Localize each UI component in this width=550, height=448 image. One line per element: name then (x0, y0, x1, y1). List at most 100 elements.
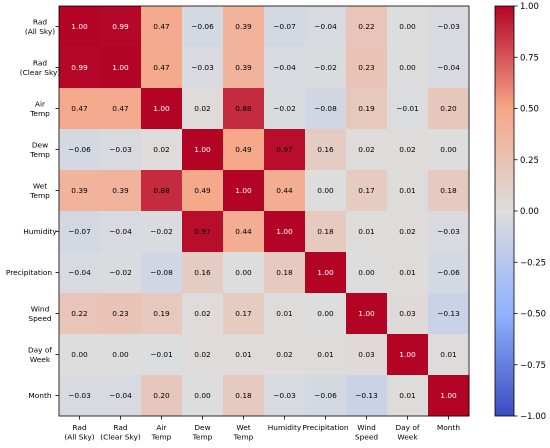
cell-value-label: −0.03 (109, 145, 132, 154)
cell-value-label: −0.01 (150, 350, 173, 359)
cell-value-label: −0.03 (68, 391, 91, 400)
heatmap-cell-day-of-week-vs-air-temp (141, 334, 183, 376)
x-tick-label-precipitation: Precipitation (302, 423, 349, 432)
heatmap-cell-wind-speed-vs-air-temp (141, 293, 183, 335)
colorbar-tick-label: 0.50 (520, 105, 539, 115)
cell-value-label: −0.03 (437, 22, 460, 31)
cell-value-label: 0.02 (194, 350, 210, 359)
cell-value-label: 0.03 (358, 350, 375, 359)
x-tick-label-dew-temp: Dew Temp (192, 423, 213, 442)
heatmap-cell-air-temp-vs-humidity (264, 88, 306, 130)
cell-value-label: 0.00 (112, 350, 129, 359)
heatmap-cell-air-temp-vs-precipitation (305, 88, 347, 130)
heatmap-cell-day-of-week-vs-dew-temp (182, 334, 224, 376)
heatmap-cell-rad-clear-sky-vs-air-temp (141, 47, 183, 89)
cell-value-label: 1.00 (153, 104, 170, 113)
cell-value-label: −0.08 (314, 104, 337, 113)
heatmap-cell-month-vs-rad-clear-sky (100, 375, 142, 417)
colorbar: 1.00 0.75 0.50 0.25 0.00 −0.25 −0.50 −0.75 −1.00 (494, 2, 546, 422)
plot-frame (58, 5, 470, 417)
cell-value-label: −0.03 (273, 391, 296, 400)
heatmap-cell-humidity-vs-wind-speed (346, 211, 388, 253)
cell-value-label: 0.00 (399, 22, 416, 31)
cell-value-label: 0.02 (358, 145, 374, 154)
cell-value-label: −0.06 (314, 391, 337, 400)
cell-value-label: 0.23 (358, 63, 375, 72)
heatmap-cell-wind-speed-vs-dew-temp (182, 293, 224, 335)
heatmap-cell-rad-clear-sky-vs-rad-all-sky (59, 47, 101, 89)
cell-value-label: 0.01 (358, 227, 375, 236)
cell-value-label: 0.02 (399, 145, 415, 154)
cell-value-label: 0.49 (194, 186, 211, 195)
cell-value-label: −0.01 (396, 104, 419, 113)
cell-value-label: 1.00 (399, 350, 416, 359)
heatmap-cell-dew-temp-vs-rad-all-sky (59, 129, 101, 171)
cell-value-label: 0.47 (71, 104, 88, 113)
cell-value-label: 0.22 (71, 309, 87, 318)
heatmap-cell-rad-all-sky-vs-month (428, 6, 470, 48)
colorbar-ticks: 1.00 0.75 0.50 0.25 0.00 −0.25 −0.50 −0.75 −1.00 (514, 2, 546, 422)
cell-value-label: 0.02 (194, 104, 210, 113)
cell-value-label: 0.47 (153, 63, 170, 72)
cell-value-label: 0.01 (440, 350, 457, 359)
heatmap-cell-month-vs-air-temp (141, 375, 183, 417)
heatmap-cell-air-temp-vs-dew-temp (182, 88, 224, 130)
x-tick-label-rad-all-sky: Rad (All Sky) (64, 423, 94, 442)
heatmap-cell-dew-temp-vs-dew-temp (182, 129, 224, 171)
heatmap-cell-rad-clear-sky-vs-rad-clear-sky (100, 47, 142, 89)
cell-value-label: 0.18 (235, 391, 252, 400)
heatmap-cell-day-of-week-vs-rad-clear-sky (100, 334, 142, 376)
heatmap-cell-dew-temp-vs-wind-speed (346, 129, 388, 171)
cell-value-label: 0.44 (235, 227, 252, 236)
heatmap-cells (59, 6, 470, 417)
cell-value-label: 0.39 (71, 186, 88, 195)
cell-value-labels: 1.00 0.99 0.47 −0.06 0.39 −0.07 −0.04 0.22 0.00 −… (68, 22, 460, 400)
heatmap-cell-rad-all-sky-vs-air-temp (141, 6, 183, 48)
y-tick-label-month: Month (28, 391, 51, 400)
heatmap-cell-air-temp-vs-rad-all-sky (59, 88, 101, 130)
cell-value-label: −0.02 (109, 268, 132, 277)
heatmap-cell-rad-clear-sky-vs-day-of-week (387, 47, 429, 89)
heatmap-cell-rad-all-sky-vs-wind-speed (346, 6, 388, 48)
heatmap-cell-air-temp-vs-wind-speed (346, 88, 388, 130)
heatmap-cell-wind-speed-vs-rad-all-sky (59, 293, 101, 335)
cell-value-label: 0.17 (358, 186, 375, 195)
heatmap-cell-rad-all-sky-vs-rad-all-sky (59, 6, 101, 48)
heatmap-cell-wet-temp-vs-rad-all-sky (59, 170, 101, 212)
heatmap-cell-humidity-vs-rad-all-sky (59, 211, 101, 253)
heatmap-cell-air-temp-vs-wet-temp (223, 88, 265, 130)
heatmap-cell-humidity-vs-humidity (264, 211, 306, 253)
colorbar-tick-label: −0.50 (520, 310, 546, 320)
heatmap-cell-humidity-vs-wet-temp (223, 211, 265, 253)
cell-value-label: 0.17 (235, 309, 252, 318)
cell-value-label: −0.04 (314, 22, 337, 31)
cell-value-label: 1.00 (276, 227, 293, 236)
cell-value-label: −0.13 (355, 391, 378, 400)
colorbar-tick-label: −0.25 (520, 258, 546, 268)
cell-value-label: 0.97 (194, 227, 211, 236)
y-tick-label-wet-temp: Wet Temp (29, 181, 50, 200)
heatmap-cell-month-vs-day-of-week (387, 375, 429, 417)
colorbar-tick-label: 0.75 (520, 53, 539, 63)
colorbar-tick-label: 1.00 (520, 2, 539, 12)
x-tick-label-month: Month (437, 423, 460, 432)
cell-value-label: 0.88 (153, 186, 170, 195)
cell-value-label: −0.03 (437, 227, 460, 236)
y-tick-label-humidity: Humidity (23, 227, 57, 236)
heatmap-cell-precipitation-vs-wet-temp (223, 252, 265, 294)
heatmap-cell-precipitation-vs-rad-clear-sky (100, 252, 142, 294)
cell-value-label: 0.01 (235, 350, 252, 359)
colorbar-tick-label: 0.25 (520, 156, 539, 166)
cell-value-label: −0.07 (68, 227, 91, 236)
cell-value-label: 0.00 (71, 350, 88, 359)
cell-value-label: 0.02 (276, 350, 292, 359)
heatmap-cell-humidity-vs-dew-temp (182, 211, 224, 253)
heatmap-cell-wet-temp-vs-precipitation (305, 170, 347, 212)
cell-value-label: 0.99 (112, 22, 129, 31)
cell-value-label: −0.07 (273, 22, 296, 31)
heatmap-cell-dew-temp-vs-month (428, 129, 470, 171)
cell-value-label: −0.04 (437, 63, 460, 72)
cell-value-label: −0.04 (109, 227, 132, 236)
cell-value-label: −0.06 (437, 268, 460, 277)
heatmap-cell-precipitation-vs-humidity (264, 252, 306, 294)
